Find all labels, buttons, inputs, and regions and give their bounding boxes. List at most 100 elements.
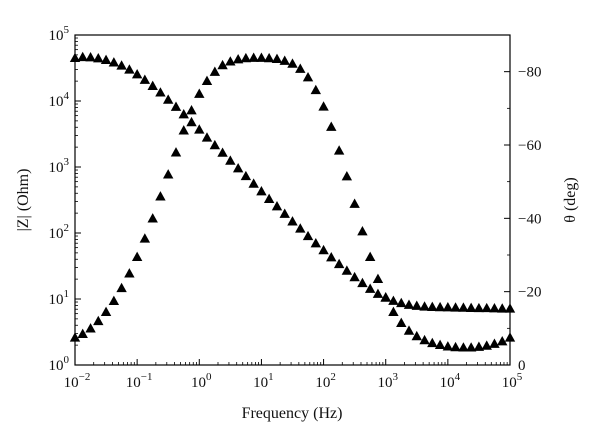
impedance-point xyxy=(139,74,151,84)
impedance-point xyxy=(116,60,127,70)
phase-point xyxy=(419,334,430,345)
impedance-point xyxy=(271,200,283,211)
impedance-point xyxy=(124,64,135,74)
y-left-tick-label: 105 xyxy=(49,24,70,44)
impedance-point xyxy=(434,301,446,312)
impedance-point xyxy=(497,303,508,313)
phase-point xyxy=(108,295,120,305)
phase-point xyxy=(364,251,376,261)
impedance-point xyxy=(349,271,360,282)
phase-point xyxy=(403,325,415,335)
impedance-point xyxy=(108,57,120,67)
phase-point xyxy=(162,169,174,179)
phase-point xyxy=(333,145,345,155)
phase-point xyxy=(442,341,454,351)
phase-point xyxy=(271,53,283,63)
phase-point xyxy=(489,338,500,348)
impedance-point xyxy=(240,170,252,181)
phase-point xyxy=(139,233,151,243)
impedance-point xyxy=(333,258,345,269)
x-tick-label: 105 xyxy=(502,371,523,391)
impedance-point xyxy=(427,301,438,312)
impedance-point xyxy=(388,295,399,305)
phase-point xyxy=(380,291,391,302)
phase-point xyxy=(481,340,492,350)
phase-point xyxy=(357,225,368,236)
phase-point xyxy=(341,170,353,181)
x-tick-label: 102 xyxy=(315,371,336,391)
phase-point xyxy=(170,147,182,157)
phase-point xyxy=(349,198,360,208)
impedance-point xyxy=(481,302,492,313)
phase-point xyxy=(85,323,96,333)
phase-point xyxy=(326,121,337,131)
impedance-point xyxy=(295,223,306,233)
x-tick-label: 101 xyxy=(253,371,274,391)
impedance-point xyxy=(504,303,516,313)
impedance-point xyxy=(364,283,376,293)
x-tick-label: 104 xyxy=(440,371,461,391)
impedance-point xyxy=(100,54,112,65)
impedance-point xyxy=(85,52,96,62)
phase-point xyxy=(116,282,127,293)
impedance-point xyxy=(411,300,422,310)
phase-point xyxy=(473,341,485,351)
impedance-point xyxy=(170,101,182,111)
phase-point xyxy=(100,306,112,316)
impedance-point xyxy=(357,277,368,288)
impedance-point xyxy=(419,301,430,311)
phase-point xyxy=(458,342,469,352)
phase-point xyxy=(147,213,158,223)
x-tick-label: 100 xyxy=(191,371,212,391)
impedance-point xyxy=(209,139,221,150)
y-left-tick-label: 103 xyxy=(49,156,70,176)
phase-point xyxy=(465,342,477,352)
phase-point xyxy=(155,191,166,201)
phase-point xyxy=(263,52,275,63)
y-right-tick-label: −80 xyxy=(518,65,541,81)
x-tick-label: 103 xyxy=(377,371,398,391)
impedance-point xyxy=(279,208,290,218)
phase-point xyxy=(295,63,306,73)
impedance-point xyxy=(403,299,415,309)
impedance-magnitude-series xyxy=(69,51,516,313)
phase-point xyxy=(209,66,221,76)
y-right-tick-label: −40 xyxy=(518,211,541,227)
impedance-point xyxy=(155,87,166,97)
phase-point xyxy=(232,54,244,64)
phase-point xyxy=(427,337,438,348)
phase-point xyxy=(194,88,205,98)
phase-point xyxy=(225,56,236,66)
impedance-point xyxy=(326,251,337,262)
phase-point xyxy=(434,339,446,349)
impedance-point xyxy=(465,302,477,312)
impedance-point xyxy=(93,53,104,63)
y-left-tick-label: 100 xyxy=(49,354,70,374)
phase-angle-series xyxy=(69,52,516,352)
impedance-point xyxy=(442,302,454,312)
phase-point xyxy=(240,52,252,63)
impedance-point xyxy=(256,185,267,196)
y-left-tick-label: 101 xyxy=(49,288,70,308)
phase-point xyxy=(77,328,88,338)
phase-point xyxy=(372,273,384,283)
impedance-point xyxy=(473,302,485,313)
x-tick-label: 10−2 xyxy=(64,371,91,391)
phase-point xyxy=(318,101,329,111)
y-right-tick-label: 0 xyxy=(518,358,526,374)
impedance-point xyxy=(194,124,205,134)
phase-point xyxy=(450,341,461,352)
impedance-point xyxy=(287,216,298,226)
x-axis-title: Frequency (Hz) xyxy=(242,405,343,422)
phase-point xyxy=(124,268,135,278)
x-axis: 10−2 10−1 100 101 102 103 104 105 xyxy=(64,359,523,391)
phase-point xyxy=(178,125,189,135)
impedance-point xyxy=(263,193,275,203)
phase-point xyxy=(287,58,298,68)
phase-point xyxy=(310,84,322,95)
plot-frame xyxy=(74,34,511,366)
phase-point xyxy=(302,71,314,82)
impedance-point xyxy=(248,178,259,188)
phase-point xyxy=(396,317,407,327)
impedance-point xyxy=(201,132,213,142)
